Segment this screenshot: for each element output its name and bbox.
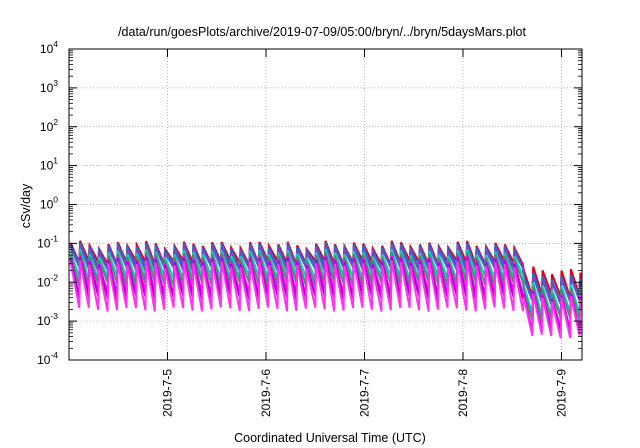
x-tick-label: 2019-7-5 xyxy=(160,369,174,417)
y-tick-label: 10-2 xyxy=(37,272,58,289)
y-tick-label: 10-1 xyxy=(37,233,58,250)
y-tick-label: 10-4 xyxy=(37,350,58,367)
y-tick-label: 102 xyxy=(40,117,58,134)
y-tick-label: 100 xyxy=(40,195,58,212)
chart-title: /data/run/goesPlots/archive/2019-07-09/0… xyxy=(118,25,526,39)
x-tick-label: 2019-7-7 xyxy=(357,369,371,417)
series-group xyxy=(69,240,582,339)
x-axis: 2019-7-5 2019-7-6 2019-7-7 2019-7-8 2019-7-9 xyxy=(160,49,568,417)
y-tick-label: 101 xyxy=(40,156,58,173)
x-tick-label: 2019-7-6 xyxy=(259,369,273,417)
y-tick-label: 10-3 xyxy=(37,311,58,328)
y-axis-label: cSv/day xyxy=(19,183,33,228)
x-tick-label: 2019-7-9 xyxy=(554,369,568,417)
gridlines xyxy=(69,49,582,360)
y-axis: 10-4 10-3 10-2 10-1 100 101 102 103 104 xyxy=(37,39,582,367)
x-tick-label: 2019-7-8 xyxy=(456,369,470,417)
y-tick-label: 103 xyxy=(40,78,58,95)
y-tick-label: 104 xyxy=(40,39,58,56)
series-line xyxy=(69,260,582,339)
x-axis-label: Coordinated Universal Time (UTC) xyxy=(234,431,426,445)
